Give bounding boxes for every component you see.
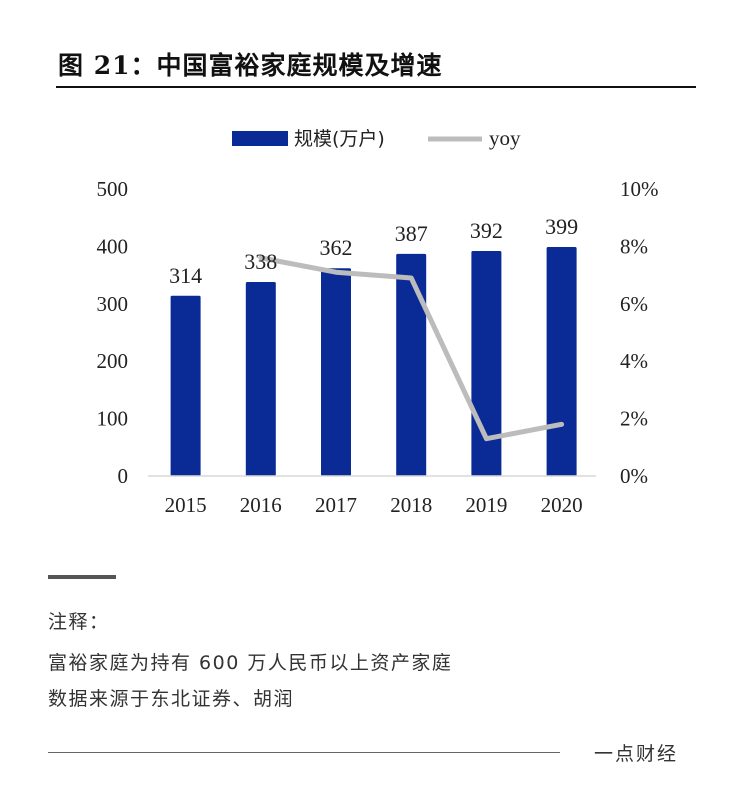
bar-data-label: 399 [545, 214, 578, 239]
right-tick-label: 6% [620, 292, 648, 316]
notes-line-2: 数据来源于东北证券、胡润 [48, 688, 295, 710]
x-tick-label: 2016 [240, 493, 282, 517]
yoy-line [258, 255, 565, 442]
yoy-line-series [258, 255, 565, 442]
x-tick-label: 2020 [541, 493, 583, 517]
bar-data-label: 362 [320, 235, 353, 260]
left-axis: 0 100 200 300 400 500 [97, 177, 129, 488]
footer-brand: 一点财经 [594, 743, 679, 765]
bar-data-label: 392 [470, 218, 503, 243]
right-tick-label: 10% [620, 177, 659, 201]
right-tick-label: 4% [620, 349, 648, 373]
bar-data-label: 387 [395, 221, 428, 246]
legend-label-yoy: yoy [489, 126, 521, 150]
notes-heading: 注释： [48, 611, 110, 633]
notes-accent-bar [48, 575, 116, 579]
x-tick-label: 2015 [165, 493, 207, 517]
left-tick-label: 400 [97, 234, 129, 258]
left-tick-label: 300 [97, 292, 129, 316]
data-labels: 314 338 362 387 392 399 [169, 214, 578, 288]
bar [546, 246, 577, 476]
right-axis: 0% 2% 4% 6% 8% 10% [620, 177, 659, 488]
legend: 规模(万户) yoy [232, 126, 521, 150]
x-tick-label: 2018 [390, 493, 432, 517]
left-tick-label: 0 [118, 464, 129, 488]
figure-title: 图 21：中国富裕家庭规模及增速 [58, 51, 443, 80]
right-tick-label: 0% [620, 464, 648, 488]
x-tick-label: 2017 [315, 493, 357, 517]
bar-data-label: 314 [169, 263, 202, 288]
bar [245, 281, 276, 476]
bar [321, 268, 351, 476]
left-tick-label: 100 [97, 407, 129, 431]
right-tick-label: 8% [620, 234, 648, 258]
bar [170, 295, 201, 476]
bar-data-label: 338 [244, 249, 277, 274]
notes-line-1: 富裕家庭为持有 600 万人民币以上资产家庭 [48, 652, 453, 674]
chart: 规模(万户) yoy 0 100 200 300 400 500 0% 2% 4% 6% 8% 10… [97, 126, 659, 517]
bar [471, 250, 502, 476]
bar-series [170, 246, 577, 476]
x-axis: 2015 2016 2017 2018 2019 2020 [165, 493, 583, 517]
legend-swatch-bars [232, 131, 288, 146]
bar [396, 253, 427, 476]
left-tick-label: 500 [97, 177, 129, 201]
footer-divider [48, 752, 560, 753]
title-divider [56, 86, 696, 88]
right-tick-label: 2% [620, 407, 648, 431]
x-tick-label: 2019 [465, 493, 507, 517]
left-tick-label: 200 [97, 349, 129, 373]
legend-label-bars: 规模(万户) [294, 128, 385, 150]
